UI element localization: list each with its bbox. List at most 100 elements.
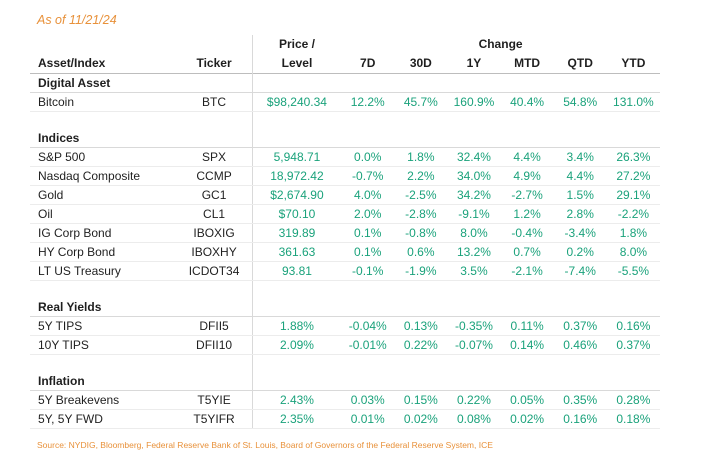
table-row: Nasdaq Composite CCMP 18,972.42 -0.7% 2.2% 34… (30, 166, 660, 186)
change-ytd-cell: 131.0% (606, 92, 660, 112)
change-qtd-cell: 0.37% (553, 316, 607, 336)
change-mtd-cell: 4.4% (500, 147, 554, 167)
price-cell: 2.35% (251, 409, 342, 429)
asset-name: HY Corp Bond (30, 242, 177, 262)
change-qtd-cell: -3.4% (553, 223, 607, 243)
change-7d-cell: 0.1% (341, 242, 395, 262)
change-7d-cell: -0.01% (341, 335, 395, 355)
col-header-30d: 30D (409, 56, 432, 70)
price-cell: $98,240.34 (251, 92, 342, 112)
ticker-cell: T5YIFR (176, 409, 253, 429)
asset-name: Oil (30, 204, 177, 224)
change-1y-cell: 13.2% (447, 242, 501, 262)
price-cell: $2,674.90 (251, 185, 342, 205)
change-7d-cell: 0.03% (341, 390, 395, 410)
change-7d-cell: -0.1% (341, 261, 395, 281)
section-header-row: Indices (30, 129, 660, 148)
asset-name: IG Corp Bond (30, 223, 177, 243)
change-7d-cell: 0.1% (341, 223, 395, 243)
change-header: Change (478, 37, 523, 51)
ticker-cell: IBOXIG (176, 223, 253, 243)
table-row: S&P 500 SPX 5,948.71 0.0% 1.8% 32.4% 4.4% 3.4% 2… (30, 147, 660, 167)
change-mtd-cell: 0.05% (500, 390, 554, 410)
table-row: Oil CL1 $70.10 2.0% -2.8% -9.1% 1.2% 2.8% -2.2% (30, 204, 660, 224)
change-mtd-cell: -2.7% (500, 185, 554, 205)
ticker-cell: DFII5 (176, 316, 253, 336)
change-7d-cell: 0.01% (341, 409, 395, 429)
price-cell: 319.89 (251, 223, 342, 243)
change-7d-cell: 4.0% (341, 185, 395, 205)
change-30d-cell: 2.2% (394, 166, 448, 186)
price-cell: 18,972.42 (251, 166, 342, 186)
table-row: 5Y, 5Y FWD T5YIFR 2.35% 0.01% 0.02% 0.08% 0.02… (30, 409, 660, 429)
ticker-cell: T5YIE (176, 390, 253, 410)
change-1y-cell: 0.22% (447, 390, 501, 410)
change-30d-cell: 0.6% (394, 242, 448, 262)
section-title: Inflation (30, 372, 177, 391)
change-1y-cell: 34.0% (447, 166, 501, 186)
col-header-ytd: YTD (621, 56, 646, 70)
change-1y-cell: 3.5% (447, 261, 501, 281)
change-30d-cell: 0.15% (394, 390, 448, 410)
change-mtd-cell: 4.9% (500, 166, 554, 186)
ticker-cell: DFII10 (176, 335, 253, 355)
change-ytd-cell: 29.1% (606, 185, 660, 205)
ticker-cell: CCMP (176, 166, 253, 186)
price-cell: $70.10 (251, 204, 342, 224)
section-spacer (30, 280, 660, 298)
change-7d-cell: 0.0% (341, 147, 395, 167)
table-body: Digital Asset Bitcoin BTC $98,240.34 12.2% 45… (30, 73, 660, 429)
section-title: Real Yields (30, 298, 177, 317)
change-ytd-cell: 0.18% (606, 409, 660, 429)
section-spacer (30, 354, 660, 372)
change-7d-cell: -0.04% (341, 316, 395, 336)
change-mtd-cell: -0.4% (500, 223, 554, 243)
ticker-cell: SPX (176, 147, 253, 167)
price-cell: 2.43% (251, 390, 342, 410)
change-ytd-cell: 26.3% (606, 147, 660, 167)
asset-name: Nasdaq Composite (30, 166, 177, 186)
change-7d-cell: -0.7% (341, 166, 395, 186)
section-title: Indices (30, 129, 177, 148)
as-of-date: As of 11/21/24 (37, 13, 117, 27)
change-qtd-cell: 0.2% (553, 242, 607, 262)
price-header-line2: Level (251, 53, 342, 74)
change-mtd-cell: 40.4% (500, 92, 554, 112)
asset-name: 5Y, 5Y FWD (30, 409, 177, 429)
price-cell: 93.81 (251, 261, 342, 281)
change-ytd-cell: -5.5% (606, 261, 660, 281)
price-cell: 5,948.71 (251, 147, 342, 167)
change-qtd-cell: 0.35% (553, 390, 607, 410)
change-30d-cell: 1.8% (394, 147, 448, 167)
change-mtd-cell: -2.1% (500, 261, 554, 281)
change-7d-cell: 12.2% (341, 92, 395, 112)
section-header-row: Real Yields (30, 298, 660, 317)
section-header-row: Digital Asset (30, 73, 660, 93)
section-title: Digital Asset (30, 73, 177, 93)
table-row: 5Y Breakevens T5YIE 2.43% 0.03% 0.15% 0.22% 0.… (30, 390, 660, 410)
change-qtd-cell: 4.4% (553, 166, 607, 186)
change-ytd-cell: 1.8% (606, 223, 660, 243)
performance-table: Price / Change Asset/Index Ticker Level … (30, 35, 660, 429)
change-1y-cell: -0.35% (447, 316, 501, 336)
col-header-qtd: QTD (567, 56, 593, 70)
ticker-header: Ticker (196, 56, 232, 70)
change-ytd-cell: 0.37% (606, 335, 660, 355)
table-row: Gold GC1 $2,674.90 4.0% -2.5% 34.2% -2.7% 1.5% 2… (30, 185, 660, 205)
change-mtd-cell: 0.02% (500, 409, 554, 429)
table-row: LT US Treasury ICDOT34 93.81 -0.1% -1.9% 3.5%… (30, 261, 660, 281)
change-mtd-cell: 0.14% (500, 335, 554, 355)
change-30d-cell: -1.9% (394, 261, 448, 281)
table-header: Price / Change Asset/Index Ticker Level … (30, 35, 660, 74)
price-cell: 1.88% (251, 316, 342, 336)
ticker-cell: IBOXHY (176, 242, 253, 262)
table-row: 5Y TIPS DFII5 1.88% -0.04% 0.13% -0.35% 0.11% 0… (30, 316, 660, 336)
ticker-cell: ICDOT34 (176, 261, 253, 281)
price-header-line1: Price / (251, 35, 342, 53)
change-30d-cell: 0.22% (394, 335, 448, 355)
col-header-mtd: MTD (514, 56, 541, 70)
change-qtd-cell: 1.5% (553, 185, 607, 205)
section-spacer (30, 111, 660, 129)
asset-name: 5Y TIPS (30, 316, 177, 336)
change-1y-cell: 0.08% (447, 409, 501, 429)
